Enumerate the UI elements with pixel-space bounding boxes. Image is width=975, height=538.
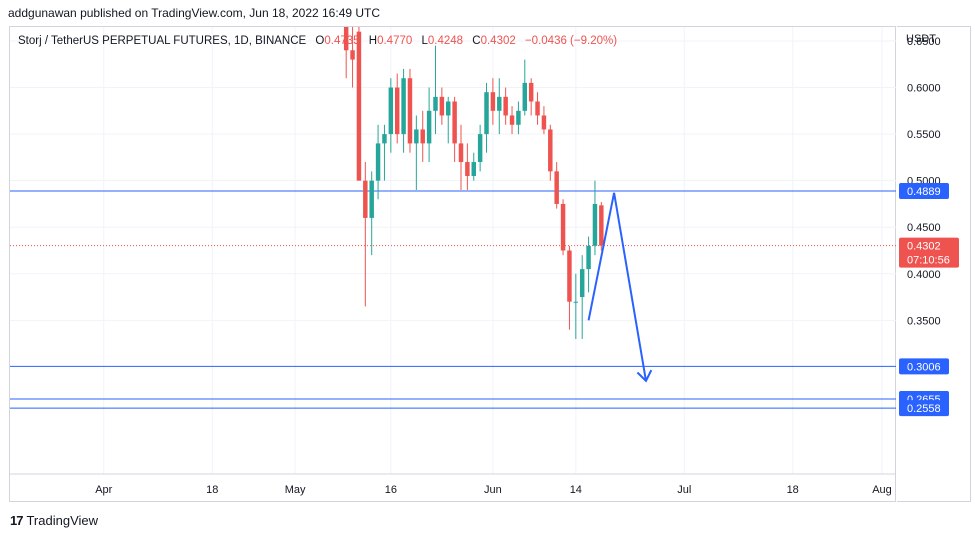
current-price-label: 0.4302 [907,241,941,253]
projection-arrowhead-icon [636,369,653,383]
candle-body [414,129,419,144]
candle-body [388,87,394,135]
candle-body [497,96,502,111]
candle-body [541,115,547,130]
x-tick-label: Jun [484,484,502,496]
chart-legend: Storj / TetherUS PERPETUAL FUTURES, 1D, … [18,35,617,47]
candle-body [446,101,451,116]
y-tick-label: 0.6500 [907,36,941,48]
y-tick-label: 0.4500 [907,222,941,234]
level-price-tag [899,400,949,417]
candle-body [458,143,464,163]
candle-body [567,250,572,302]
candle-body [363,180,368,218]
close-label: C [472,35,481,47]
x-tick-label: 18 [206,484,218,496]
candle-body [401,78,406,135]
candle-body [516,110,521,125]
projection-path[interactable] [587,192,647,382]
currency-label[interactable]: USDT [906,33,936,45]
candle-body [465,162,470,176]
candle-body [375,143,381,181]
price-axis[interactable] [897,26,971,502]
high-label: H [368,35,378,47]
candle-body [554,171,559,204]
candle-body [452,101,457,144]
candle-body [350,50,355,60]
open-label: O [315,35,325,47]
x-tick-label: Jul [677,484,691,496]
candle-body [535,101,540,116]
low-label: L [421,35,428,47]
level-price-label: 0.4889 [907,186,941,198]
candle-body [579,269,585,298]
tradingview-logo[interactable]: 17 TradingView [10,513,98,528]
y-tick-label: 0.5500 [907,129,941,141]
candle-body [407,78,413,144]
candle-body [573,301,579,303]
candle-body [599,205,604,246]
candle-body [484,92,489,135]
brand-name: TradingView [26,513,99,528]
x-tick-label: May [285,484,306,496]
x-tick-label: 18 [787,484,799,496]
change-value: −0.0436 (−9.20%) [524,35,618,47]
candle-body [382,134,387,144]
open-value: 0.4735 [324,35,360,47]
close-value: 0.4302 [480,35,516,47]
candle-body [369,180,374,218]
chart-frame[interactable] [9,26,896,502]
publish-info: addgunawan published on TradingView.com,… [8,6,381,20]
y-tick-label: 0.3500 [907,315,941,327]
candle-body [433,96,438,111]
candle-body [356,31,362,181]
x-tick-label: 16 [385,484,397,496]
candle-body [477,134,483,163]
candle-body [548,129,553,172]
level-price-label: 0.2558 [907,403,941,415]
x-tick-label: Apr [95,484,112,496]
candle-body [592,203,598,246]
candle-body [439,96,445,116]
candle-body [586,245,591,270]
candle-body [420,129,425,144]
current-price-tag [899,237,959,268]
level-price-tag [899,182,949,199]
tradingview-logo-icon: 17 [10,513,24,528]
x-tick-label: 14 [570,484,582,496]
x-tick-label: Aug [872,484,892,496]
candle-body [528,82,534,102]
high-value: 0.4770 [377,35,413,47]
candle-body [471,162,476,176]
candle-body [522,82,528,111]
candle-body [503,96,508,116]
countdown-label: 07:10:56 [907,255,950,267]
y-tick-label: 0.4000 [907,269,941,281]
level-price-tag [899,358,949,375]
candle-body [394,87,400,135]
level-price-label: 0.3006 [907,361,941,373]
low-value: 0.4248 [427,35,464,47]
candle-body [490,92,496,111]
candle-body [509,115,515,125]
y-tick-label: 0.6000 [907,83,941,95]
candle-body [343,27,349,51]
candle-body [560,203,566,251]
candle-body [426,110,432,144]
symbol-title: Storj / TetherUS PERPETUAL FUTURES, 1D, … [18,35,307,47]
